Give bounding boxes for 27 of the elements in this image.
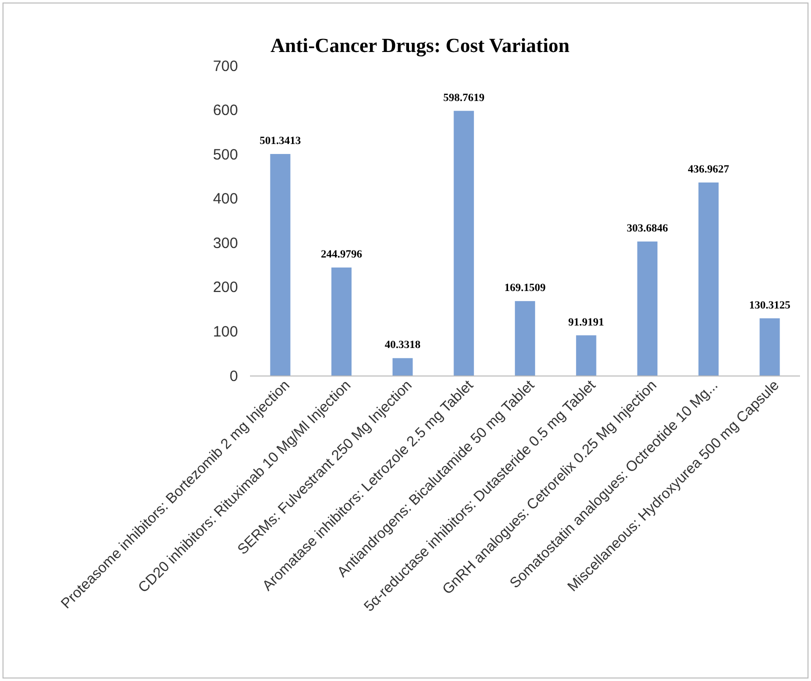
- bar: [270, 154, 290, 376]
- y-tick-label: 400: [212, 190, 238, 208]
- y-tick-label: 600: [212, 102, 238, 120]
- bar: [698, 182, 719, 376]
- data-label: 91.9191: [568, 316, 604, 328]
- y-tick-label: 0: [230, 368, 238, 385]
- chart-title: Anti-Cancer Drugs: Cost Variation: [270, 35, 570, 57]
- data-label: 244.9796: [320, 248, 363, 261]
- data-label: 169.1509: [504, 282, 546, 294]
- bar: [637, 242, 658, 376]
- bar: [392, 358, 413, 376]
- data-label: 436.9627: [688, 163, 730, 176]
- y-tick-label: 500: [212, 146, 238, 164]
- data-label: 40.3318: [384, 339, 422, 352]
- y-tick-label: 300: [212, 234, 238, 252]
- bar: [454, 110, 474, 376]
- bar: [514, 301, 536, 376]
- bar: [331, 268, 352, 376]
- y-tick-label: 100: [212, 324, 238, 341]
- y-tick-label: 200: [212, 279, 238, 296]
- data-label: 303.6846: [626, 222, 668, 235]
- data-label: 501.3413: [260, 134, 302, 147]
- y-tick-label: 700: [212, 58, 238, 75]
- bar: [760, 318, 780, 376]
- bar: [576, 335, 596, 376]
- data-label: 598.7619: [443, 92, 485, 104]
- data-label: 130.3125: [749, 299, 791, 312]
